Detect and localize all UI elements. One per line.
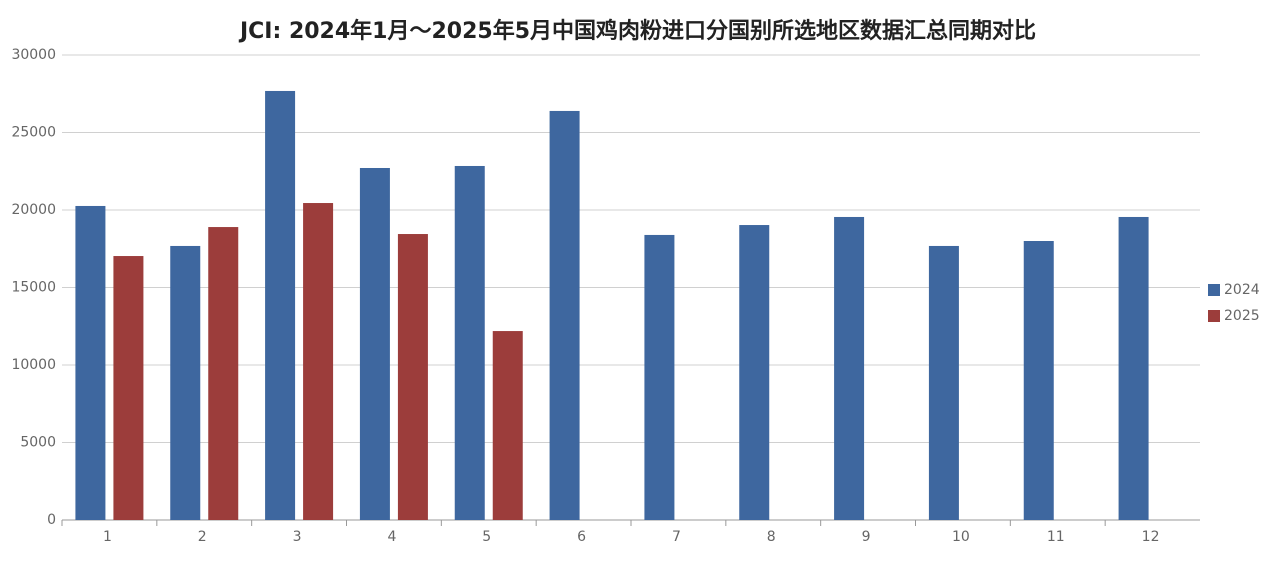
x-tick-label: 4 [387,529,396,545]
x-tick-label: 12 [1142,529,1160,545]
bar [739,225,770,520]
bar [170,245,201,520]
x-tick-label: 6 [577,529,586,545]
bar [492,331,523,520]
x-tick-label: 2 [198,529,207,545]
bar [75,205,106,520]
legend-swatch [1208,310,1220,322]
x-tick-label: 9 [862,529,871,545]
bar [303,203,334,520]
bar [359,167,390,520]
bar [397,234,428,520]
legend-label: 2025 [1224,308,1260,324]
bar [454,165,485,521]
bar [208,227,239,521]
y-tick-label: 10000 [11,357,56,373]
x-tick-label: 11 [1047,529,1065,545]
x-tick-label: 3 [293,529,302,545]
y-tick-label: 25000 [11,125,56,141]
x-tick-label: 8 [767,529,776,545]
legend-swatch [1208,284,1220,296]
bar [834,216,865,520]
bar [644,234,675,520]
y-tick-label: 20000 [11,202,56,218]
bar [549,110,580,520]
x-tick-label: 5 [482,529,491,545]
y-tick-label: 5000 [20,435,56,451]
chart-title: JCI: 2024年1月～2025年5月中国鸡肉粉进口分国别所选地区数据汇总同期… [238,18,1036,44]
bar [1023,241,1054,520]
bar [1118,216,1149,520]
x-tick-label: 10 [952,529,970,545]
y-tick-label: 0 [47,512,56,528]
y-tick-label: 30000 [11,47,56,63]
bar [265,90,296,521]
bar [928,245,959,520]
x-tick-label: 7 [672,529,681,545]
x-tick-label: 1 [103,529,112,545]
y-tick-label: 15000 [11,280,56,296]
bar [113,256,144,520]
legend-label: 2024 [1224,282,1260,298]
